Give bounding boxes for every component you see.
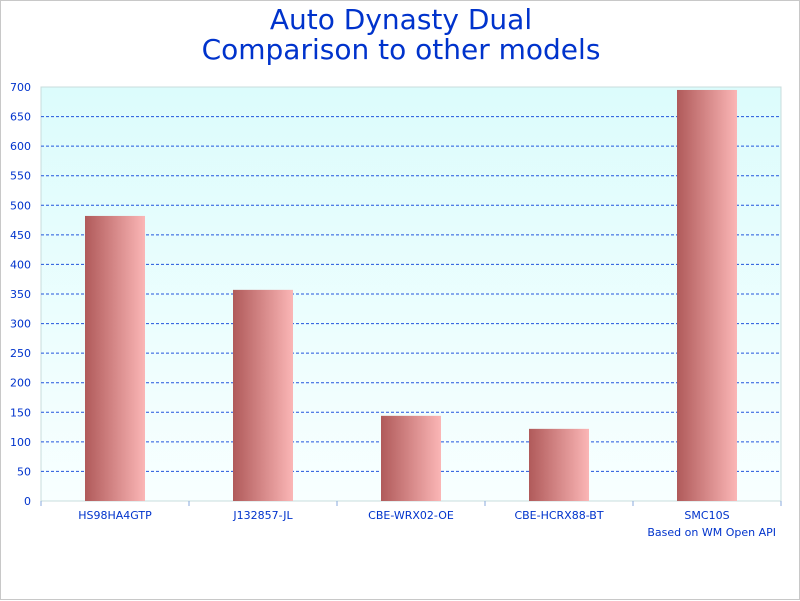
y-tick-label: 100 [10, 436, 31, 449]
y-tick-label: 50 [17, 465, 31, 478]
x-tick-label: HS98HA4GTP [78, 509, 152, 522]
y-tick-label: 500 [10, 199, 31, 212]
y-tick-label: 250 [10, 347, 31, 360]
x-tick-label: CBE-WRX02-OE [368, 509, 454, 522]
bar-J132857-JL [233, 289, 293, 501]
chart-title-line-2: Comparison to other models [202, 33, 601, 66]
y-tick-label: 450 [10, 229, 31, 242]
y-tick-label: 350 [10, 288, 31, 301]
y-tick-label: 400 [10, 258, 31, 271]
bar-SMC10S [677, 89, 737, 501]
bar-CBE-HCRX88-BT [529, 428, 589, 501]
x-tick-label: CBE-HCRX88-BT [514, 509, 603, 522]
x-tick-label: SMC10S [684, 509, 729, 522]
source-annotation: Based on WM Open API [647, 526, 776, 539]
y-tick-label: 200 [10, 377, 31, 390]
y-tick-label: 0 [24, 495, 31, 508]
bar-HS98HA4GTP [85, 215, 145, 501]
y-tick-label: 150 [10, 406, 31, 419]
y-tick-label: 600 [10, 140, 31, 153]
x-tick-label: J132857-JL [232, 509, 293, 522]
y-tick-label: 650 [10, 111, 31, 124]
bar-CBE-WRX02-OE [381, 415, 441, 501]
y-tick-label: 300 [10, 318, 31, 331]
y-tick-label: 550 [10, 170, 31, 183]
chart-title-line-1: Auto Dynasty Dual [270, 3, 532, 36]
y-tick-label: 700 [10, 81, 31, 94]
